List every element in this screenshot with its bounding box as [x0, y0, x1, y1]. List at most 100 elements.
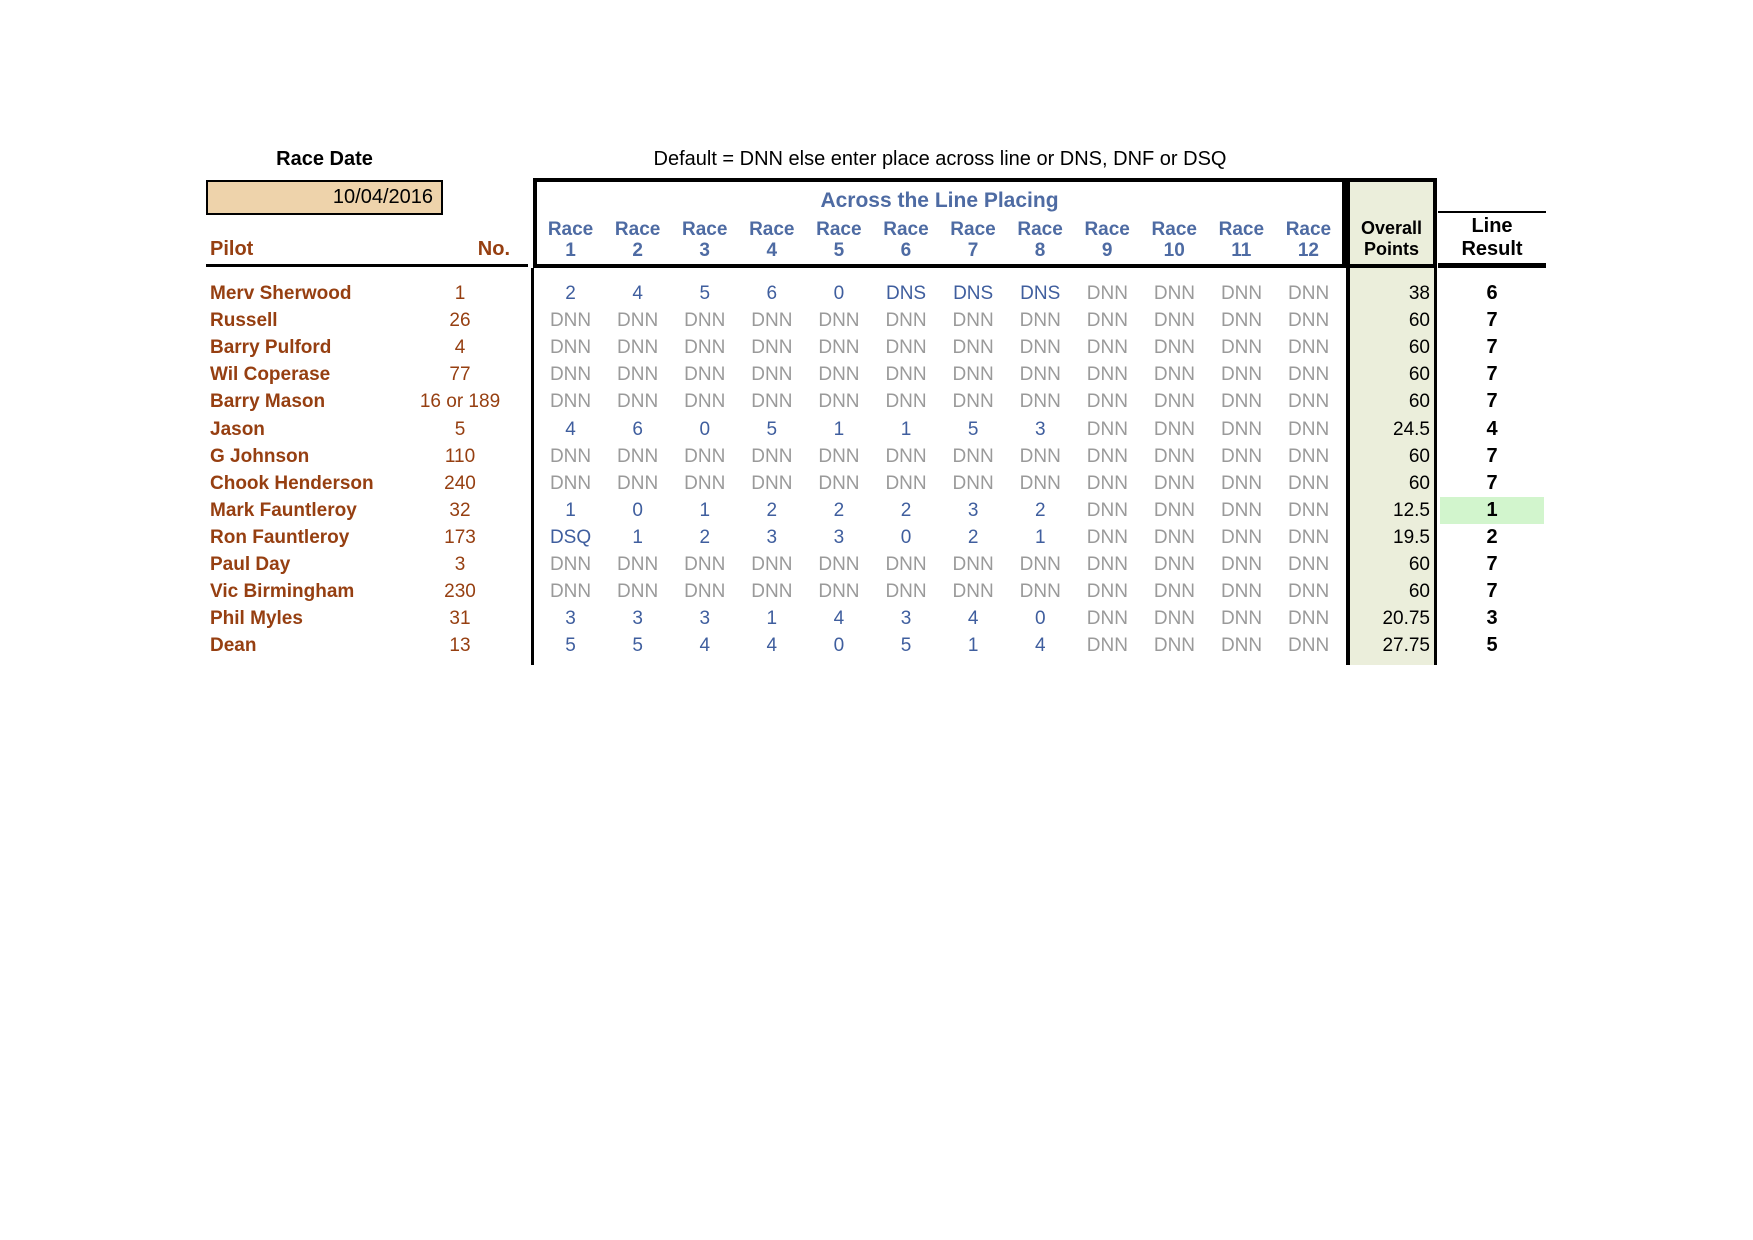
race-4-placing-cell[interactable]: DNN — [751, 472, 793, 494]
race-9-placing-cell[interactable]: DNN — [1086, 445, 1128, 467]
overall-points-cell[interactable]: 60 — [1408, 445, 1430, 467]
race-4-placing-cell[interactable]: DNN — [751, 364, 793, 386]
race-12-placing-cell[interactable]: DNN — [1288, 472, 1330, 494]
race-7-placing-cell[interactable]: DNN — [952, 337, 994, 359]
line-result-cell[interactable]: 7 — [1486, 336, 1498, 359]
line-result-cell[interactable]: 7 — [1486, 390, 1498, 413]
race-5-placing-cell[interactable]: DNN — [818, 310, 860, 332]
pilot-name-cell[interactable]: Wil Coperase — [210, 364, 331, 386]
race-3-placing-cell[interactable]: 2 — [699, 526, 711, 548]
race-2-placing-cell[interactable]: 4 — [632, 283, 643, 304]
pilot-number-cell[interactable]: 16 or 189 — [419, 391, 501, 413]
race-2-placing-cell[interactable]: DNN — [617, 554, 659, 575]
race-5-placing-cell[interactable]: DNN — [818, 445, 860, 467]
line-result-cell[interactable]: 7 — [1486, 363, 1498, 386]
race-8-placing-cell[interactable]: 4 — [1034, 635, 1046, 657]
race-11-placing-cell[interactable]: DNN — [1220, 554, 1263, 575]
race-4-placing-cell[interactable]: DNN — [751, 581, 793, 603]
pilot-number-cell[interactable]: 26 — [449, 310, 471, 332]
race-6-placing-cell[interactable]: DNN — [885, 337, 927, 359]
line-result-cell[interactable]: 7 — [1486, 471, 1498, 494]
race-7-placing-cell[interactable]: 3 — [967, 499, 979, 521]
race-9-placing-cell[interactable]: DNN — [1086, 391, 1128, 413]
race-3-placing-cell[interactable]: DNN — [684, 310, 726, 332]
overall-points-cell[interactable]: 12.5 — [1393, 499, 1430, 521]
race-6-placing-cell[interactable]: DNN — [885, 445, 927, 467]
line-result-cell[interactable]: 6 — [1486, 282, 1498, 304]
race-1-placing-cell[interactable]: DNN — [549, 445, 592, 467]
overall-points-cell[interactable]: 60 — [1408, 472, 1430, 494]
race-4-placing-cell[interactable]: DNN — [751, 554, 793, 575]
race-7-placing-cell[interactable]: DNN — [952, 554, 994, 575]
pilot-number-cell[interactable]: 173 — [444, 526, 476, 548]
race-10-placing-cell[interactable]: DNN — [1153, 554, 1196, 575]
pilot-number-cell[interactable]: 77 — [449, 364, 471, 386]
race-7-placing-cell[interactable]: DNN — [952, 445, 994, 467]
race-8-placing-cell[interactable]: DNN — [1019, 337, 1061, 359]
race-9-placing-cell[interactable]: DNN — [1086, 310, 1128, 332]
race-3-placing-cell[interactable]: 5 — [699, 283, 711, 304]
race-6-placing-cell[interactable]: 0 — [900, 526, 912, 548]
race-7-placing-cell[interactable]: DNN — [952, 310, 994, 332]
race-9-placing-cell[interactable]: DNN — [1086, 283, 1128, 304]
race-10-placing-cell[interactable]: DNN — [1153, 310, 1196, 332]
race-6-placing-cell[interactable]: DNS — [885, 283, 927, 304]
race-8-placing-cell[interactable]: DNN — [1019, 310, 1061, 332]
race-5-placing-cell[interactable]: DNN — [818, 554, 860, 575]
race-2-placing-cell[interactable]: DNN — [617, 310, 659, 332]
race-10-placing-cell[interactable]: DNN — [1153, 499, 1196, 521]
race-1-placing-cell[interactable]: 5 — [565, 635, 576, 657]
pilot-name-cell[interactable]: Barry Pulford — [210, 337, 332, 359]
race-8-placing-cell[interactable]: 2 — [1034, 499, 1046, 521]
race-11-placing-cell[interactable]: DNN — [1220, 391, 1263, 413]
race-5-placing-cell[interactable]: DNN — [818, 472, 860, 494]
overall-points-cell[interactable]: 38 — [1408, 283, 1430, 304]
race-9-placing-cell[interactable]: DNN — [1086, 526, 1128, 548]
race-4-placing-cell[interactable]: 4 — [766, 635, 778, 657]
race-1-placing-cell[interactable]: 3 — [565, 608, 576, 630]
race-11-placing-cell[interactable]: DNN — [1220, 499, 1263, 521]
race-11-placing-cell[interactable]: DNN — [1220, 310, 1263, 332]
race-1-placing-cell[interactable]: DSQ — [549, 526, 592, 548]
race-10-placing-cell[interactable]: DNN — [1153, 391, 1196, 413]
race-6-placing-cell[interactable]: DNN — [885, 581, 927, 603]
race-7-placing-cell[interactable]: DNN — [952, 391, 994, 413]
line-result-cell[interactable]: 7 — [1486, 553, 1498, 575]
race-1-placing-cell[interactable]: DNN — [549, 391, 592, 413]
race-11-placing-cell[interactable]: DNN — [1220, 364, 1263, 386]
race-2-placing-cell[interactable]: DNN — [617, 337, 659, 359]
race-8-placing-cell[interactable]: DNN — [1019, 445, 1061, 467]
race-1-placing-cell[interactable]: DNN — [549, 581, 592, 603]
race-7-placing-cell[interactable]: 4 — [967, 608, 979, 630]
race-12-placing-cell[interactable]: DNN — [1288, 608, 1330, 630]
pilot-number-cell[interactable]: 240 — [444, 472, 476, 494]
race-4-placing-cell[interactable]: 1 — [766, 608, 778, 630]
race-2-placing-cell[interactable]: DNN — [617, 391, 659, 413]
race-2-placing-cell[interactable]: 3 — [632, 608, 643, 630]
race-11-placing-cell[interactable]: DNN — [1220, 581, 1263, 603]
race-8-placing-cell[interactable]: 3 — [1034, 418, 1046, 440]
race-3-placing-cell[interactable]: DNN — [684, 581, 726, 603]
race-10-placing-cell[interactable]: DNN — [1153, 526, 1196, 548]
race-7-placing-cell[interactable]: DNN — [952, 581, 994, 603]
overall-points-cell[interactable]: 24.5 — [1393, 418, 1430, 440]
race-1-placing-cell[interactable]: DNN — [549, 310, 592, 332]
overall-points-cell[interactable]: 27.75 — [1382, 635, 1430, 657]
race-4-placing-cell[interactable]: 5 — [766, 418, 778, 440]
pilot-number-cell[interactable]: 32 — [449, 499, 471, 521]
race-4-placing-cell[interactable]: 3 — [766, 526, 778, 548]
race-2-placing-cell[interactable]: 0 — [632, 499, 643, 521]
race-11-placing-cell[interactable]: DNN — [1220, 608, 1263, 630]
race-8-placing-cell[interactable]: DNN — [1019, 554, 1061, 575]
race-6-placing-cell[interactable]: DNN — [885, 310, 927, 332]
pilot-name-cell[interactable]: Phil Myles — [210, 608, 303, 630]
race-7-placing-cell[interactable]: DNN — [952, 364, 994, 386]
line-result-cell[interactable]: 7 — [1486, 580, 1498, 603]
race-10-placing-cell[interactable]: DNN — [1153, 283, 1196, 304]
race-5-placing-cell[interactable]: 0 — [833, 635, 845, 657]
line-result-cell[interactable]: 2 — [1486, 525, 1498, 548]
race-9-placing-cell[interactable]: DNN — [1086, 364, 1128, 386]
pilot-name-cell[interactable]: Barry Mason — [210, 391, 326, 413]
race-8-placing-cell[interactable]: DNS — [1020, 283, 1061, 304]
race-5-placing-cell[interactable]: DNN — [818, 581, 860, 603]
